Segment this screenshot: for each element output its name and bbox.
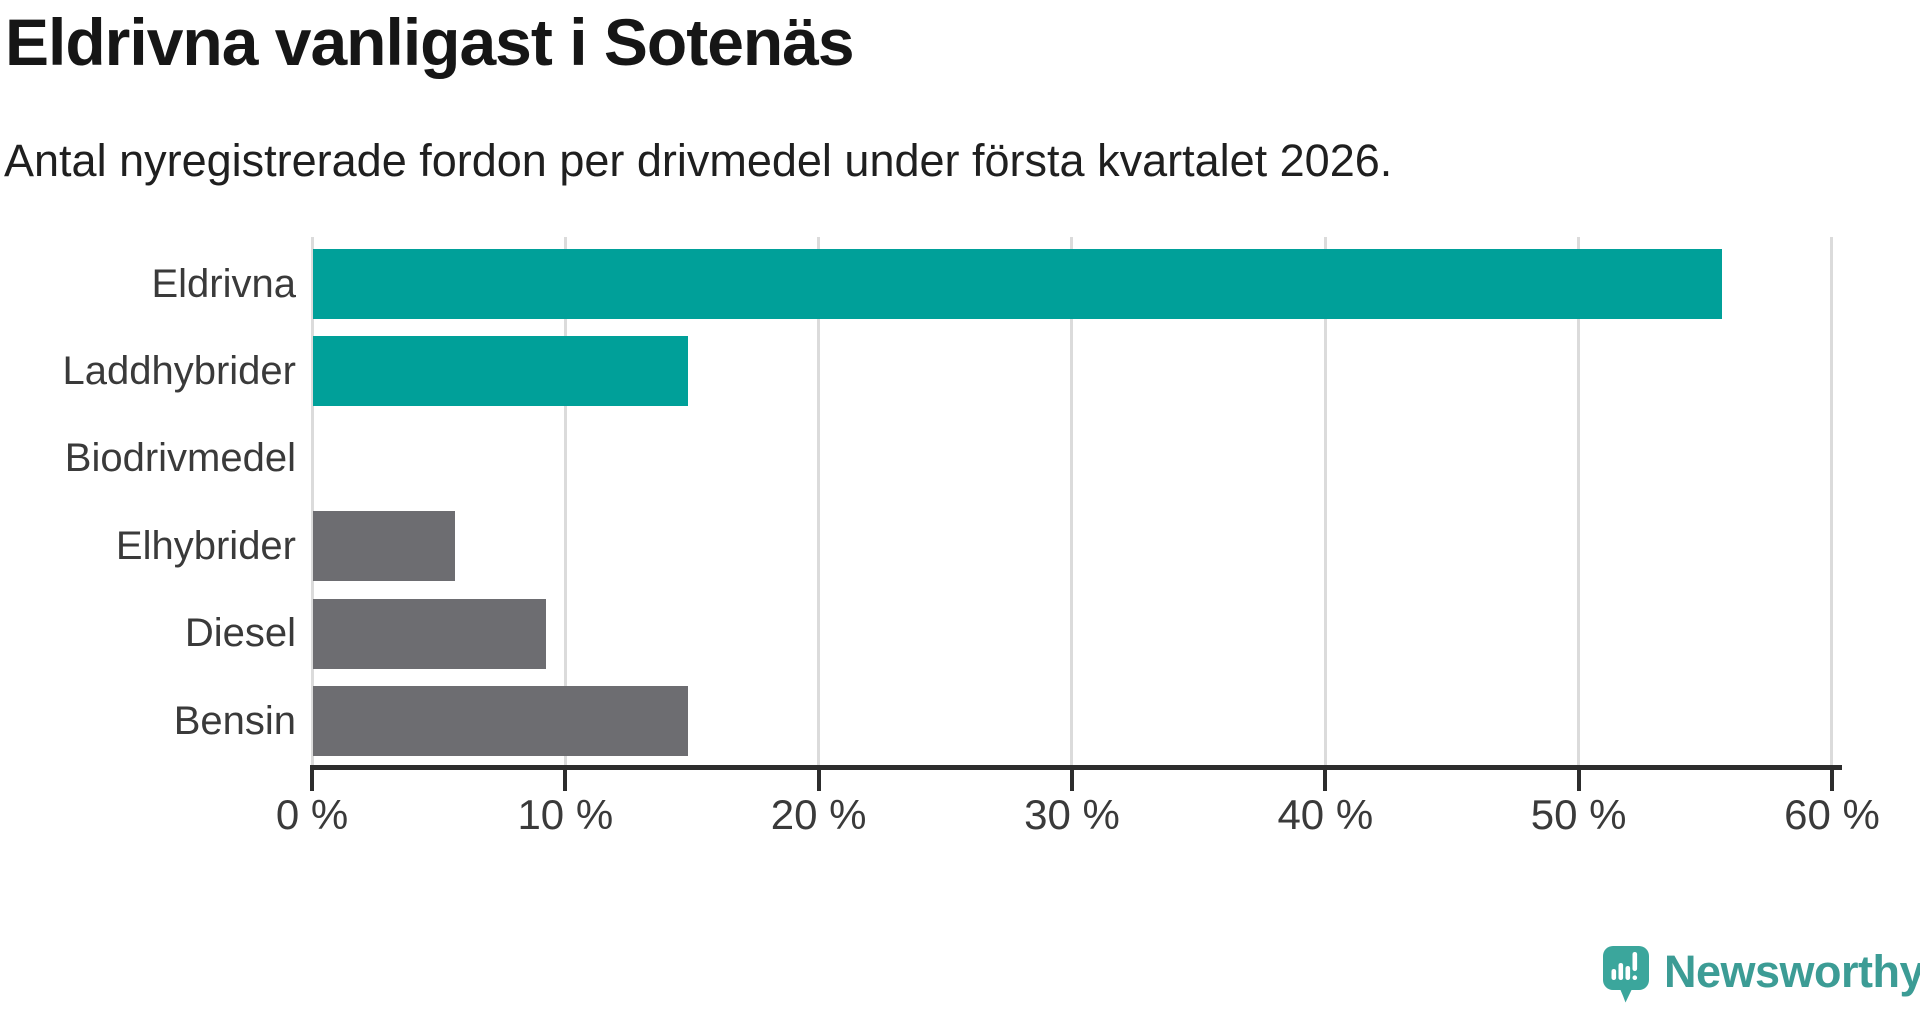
newsworthy-logo: Newsworthy: [1601, 944, 1920, 1004]
x-axis-tick: [1069, 770, 1074, 791]
x-axis-tick: [1323, 770, 1328, 791]
bar: [313, 511, 455, 582]
x-axis-tick-label: 10 %: [517, 791, 614, 838]
gridline-30: [1070, 237, 1074, 765]
x-axis-tick-label: 40 %: [1277, 791, 1374, 838]
x-axis-tick-label: 30 %: [1024, 791, 1120, 838]
newsworthy-chart-bubble-icon: [1603, 946, 1649, 1003]
category-label: Elhybrider: [115, 523, 296, 568]
bar: [313, 249, 1722, 319]
chart-title: Eldrivna vanligast i Sotenäs: [5, 5, 855, 79]
gridline-50: [1577, 237, 1581, 765]
x-axis-tick: [1829, 770, 1834, 791]
x-axis-tick: [816, 770, 821, 791]
x-axis-tick: [563, 770, 568, 791]
gridline-40: [1323, 237, 1327, 765]
gridline-20: [817, 237, 821, 765]
chart-subtitle: Antal nyregistrerade fordon per drivmede…: [4, 135, 1393, 186]
x-axis-tick-label: 0 %: [275, 791, 349, 838]
bar: [313, 686, 688, 756]
x-axis-tick-label: 20 %: [770, 791, 867, 838]
newsworthy-wordmark: Newsworthy: [1664, 945, 1920, 997]
category-label: Eldrivna: [151, 261, 296, 306]
x-axis-tick: [1576, 770, 1581, 791]
gridline-0: [310, 237, 314, 765]
bar: [313, 598, 547, 669]
gridline-10: [563, 237, 567, 765]
x-axis-tick-label: 50 %: [1530, 791, 1627, 838]
x-axis-line: [310, 765, 1842, 770]
category-label: Biodrivmedel: [64, 436, 296, 481]
bar: [313, 336, 688, 407]
x-axis-tick: [310, 770, 314, 791]
gridline-60: [1830, 237, 1834, 765]
logo-bars-glyph: [1611, 952, 1638, 980]
category-label: Laddhybrider: [62, 348, 297, 393]
category-label: Bensin: [173, 698, 296, 743]
x-axis-tick-label: 60 %: [1784, 791, 1880, 838]
category-label: Diesel: [184, 611, 296, 656]
